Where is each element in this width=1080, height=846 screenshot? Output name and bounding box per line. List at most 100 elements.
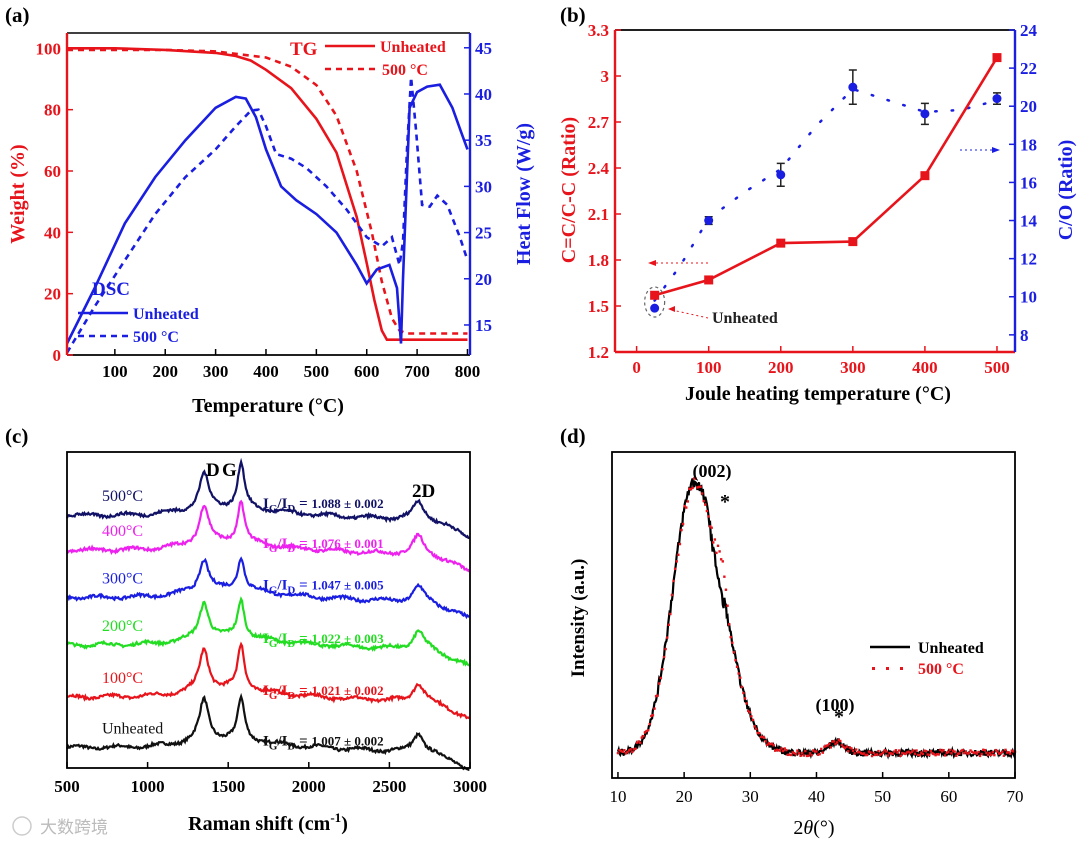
arrowhead xyxy=(668,306,675,312)
ratio-label: IG/ID = 1.047 ± 0.005 xyxy=(263,577,384,596)
ratio-text-part: D xyxy=(287,740,295,752)
raman-spectrum-3 xyxy=(66,556,471,620)
ratio-text-part: D xyxy=(287,503,295,515)
x-label-part: 2 xyxy=(793,817,803,839)
xrd-point-500c xyxy=(743,697,747,700)
xrd-point-500c xyxy=(669,612,672,616)
x-tick-label: 400 xyxy=(912,358,938,377)
xrd-point-500c xyxy=(964,750,967,753)
raman-spectrum-5 xyxy=(65,457,470,540)
x-tick-label: 400 xyxy=(253,362,279,381)
y-tick-label-right: 15 xyxy=(475,316,492,335)
peak-label-100: (100) xyxy=(816,695,855,716)
xrd-point-500c xyxy=(837,738,840,742)
x-axis-label: Raman shift (cm-1) xyxy=(188,810,348,835)
cc-point xyxy=(650,290,660,300)
x-tick-label: 10 xyxy=(609,787,626,806)
unheated-highlight xyxy=(644,286,666,318)
legend-marker-500c xyxy=(886,667,889,670)
xrd-point-500c xyxy=(678,542,682,546)
xrd-point-500c xyxy=(650,714,653,718)
xrd-point-500c xyxy=(912,749,915,752)
x-tick-label: 300 xyxy=(203,362,229,381)
xrd-point-500c xyxy=(904,752,907,756)
xrd-point-500c xyxy=(704,503,707,506)
ratio-label: IG/ID = 1.076 ± 0.001 xyxy=(263,536,384,555)
xrd-point-500c xyxy=(897,749,901,752)
xrd-point-500c xyxy=(751,718,755,722)
xrd-point-500c xyxy=(729,635,732,639)
xrd-point-500c xyxy=(982,748,985,752)
xrd-point-500c xyxy=(673,567,677,571)
xrd-point-500c xyxy=(759,735,763,739)
xrd-point-500c xyxy=(840,743,844,747)
xrd-point-500c xyxy=(758,731,761,735)
peak-star: * xyxy=(834,706,844,728)
xrd-point-500c xyxy=(797,752,801,755)
xrd-point-500c xyxy=(835,741,839,744)
watermark-logo-icon xyxy=(12,816,32,836)
xrd-point-500c xyxy=(994,748,998,752)
xrd-point-500c xyxy=(929,750,933,753)
xrd-point-500c xyxy=(1001,750,1004,753)
xrd-point-500c xyxy=(691,486,694,490)
x-label-sup: -1 xyxy=(330,810,341,825)
cc-point xyxy=(704,275,714,285)
x-tick-label: 800 xyxy=(455,362,481,381)
x-tick-label: 700 xyxy=(404,362,430,381)
y-tick-label-right: 18 xyxy=(1020,135,1037,154)
xrd-point-500c xyxy=(796,749,799,752)
series-label: Unheated xyxy=(102,720,163,737)
xrd-point-500c xyxy=(810,753,813,757)
xrd-point-500c xyxy=(802,754,805,757)
xrd-point-500c xyxy=(640,736,643,739)
xrd-point-500c xyxy=(820,747,823,751)
xrd-point-500c xyxy=(989,753,993,757)
xrd-point-500c xyxy=(697,485,701,489)
xrd-point-500c xyxy=(991,750,994,754)
xrd-point-500c xyxy=(920,751,923,754)
xrd-point-500c xyxy=(932,752,936,756)
ratio-text-part: I xyxy=(263,733,269,749)
y-tick-label-right: 10 xyxy=(1020,288,1037,307)
x-tick-label: 100 xyxy=(696,358,722,377)
ratio-text-part: G xyxy=(269,740,278,752)
x-tick-label: 100 xyxy=(102,362,128,381)
xrd-point-500c xyxy=(843,746,847,750)
ratio-text-part: /I xyxy=(276,631,287,647)
ratio-text-part: = xyxy=(295,577,311,593)
xrd-point-500c xyxy=(754,727,758,731)
series-tg-1 xyxy=(67,48,468,335)
xrd-point-500c xyxy=(724,588,728,591)
xrd-point-500c xyxy=(928,753,931,757)
xrd-point-500c xyxy=(783,747,786,750)
ratio-text-part: = xyxy=(295,536,311,552)
xrd-point-500c xyxy=(918,754,921,757)
xrd-point-500c xyxy=(708,525,712,528)
series-label: 400°C xyxy=(102,523,143,540)
legend-label: 500 °C xyxy=(133,329,179,346)
ratio-value: 1.022 ± 0.003 xyxy=(311,631,384,646)
xrd-point-500c xyxy=(993,753,996,757)
xrd-point-500c xyxy=(856,751,859,754)
ratio-text-part: /I xyxy=(276,496,287,512)
xrd-point-500c xyxy=(902,752,906,755)
xrd-point-500c xyxy=(772,744,775,747)
series-dsc-3 xyxy=(65,77,469,354)
unheated-arrow xyxy=(671,309,709,319)
co-fit-line xyxy=(653,87,999,302)
xrd-point-500c xyxy=(626,750,629,754)
ratio-text-part: I xyxy=(263,496,269,512)
xrd-point-500c xyxy=(942,748,945,752)
y-tick-label-right: 30 xyxy=(475,177,492,196)
x-label-text: Raman shift (cm xyxy=(188,813,331,835)
xrd-point-500c xyxy=(847,750,850,753)
xrd-point-500c xyxy=(961,748,964,752)
xrd-point-500c xyxy=(875,753,879,756)
xrd-point-500c xyxy=(883,749,886,752)
xrd-point-500c xyxy=(901,751,904,755)
xrd-point-500c xyxy=(656,694,659,697)
xrd-point-500c xyxy=(713,538,717,541)
xrd-point-500c xyxy=(970,750,974,754)
